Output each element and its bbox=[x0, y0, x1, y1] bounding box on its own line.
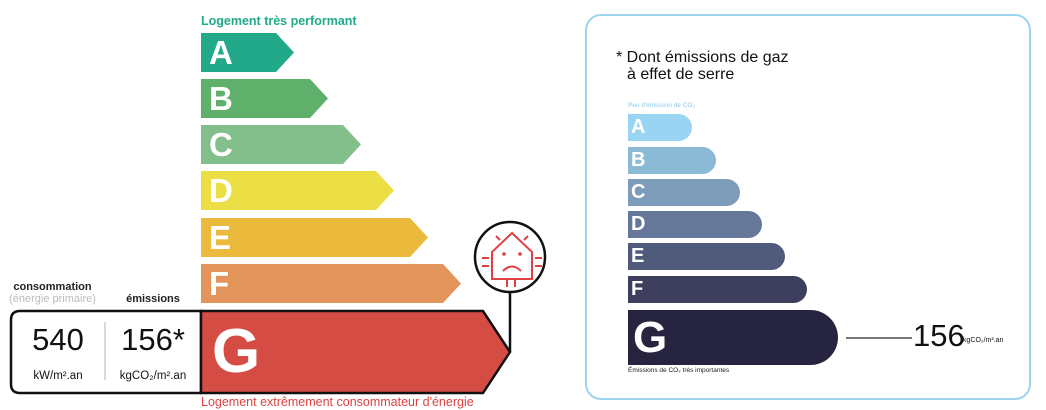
consumption-value: 540 bbox=[32, 322, 84, 357]
energy-class-g-letter: G bbox=[212, 317, 261, 386]
ges-title-line1: * Dont émissions de gaz bbox=[616, 49, 789, 66]
consumption-unit: kW/m².an bbox=[33, 370, 83, 382]
emissions-value: 156* bbox=[121, 322, 185, 357]
ges-panel bbox=[585, 14, 1031, 400]
ges-class-b: B bbox=[628, 147, 716, 174]
emissions-unit: kgCO₂/m².an bbox=[119, 370, 187, 382]
emissions-label: émissions bbox=[126, 293, 180, 305]
energy-class-c: C bbox=[201, 125, 361, 164]
energy-class-g-bar bbox=[199, 309, 512, 395]
energy-class-a: A bbox=[201, 33, 294, 72]
ges-value: 156 bbox=[913, 318, 965, 353]
consumption-sublabel: (énergie primaire) bbox=[9, 293, 96, 305]
energy-class-f: F bbox=[201, 264, 461, 303]
ges-class-f: F bbox=[628, 276, 807, 303]
energy-bottom-label: Logement extrêmement consommateur d'éner… bbox=[201, 395, 474, 409]
ges-bottom-label: Émissions de CO₂ très importantes bbox=[628, 367, 730, 374]
ges-class-e: E bbox=[628, 243, 785, 270]
ges-class-d: D bbox=[628, 211, 762, 238]
energy-class-d: D bbox=[201, 171, 394, 210]
sad-house-icon bbox=[473, 220, 547, 294]
ges-unit: kgCO₂/m².an bbox=[963, 337, 1004, 344]
ges-top-label: Peu d'émission de CO₂ bbox=[628, 102, 695, 109]
consumption-label: consommation bbox=[13, 281, 92, 293]
energy-class-b: B bbox=[201, 79, 328, 118]
energy-class-e: E bbox=[201, 218, 428, 257]
energy-top-label: Logement très performant bbox=[201, 14, 357, 28]
ges-class-g: G bbox=[628, 310, 838, 365]
ges-class-a: A bbox=[628, 114, 692, 141]
ges-title-line2: à effet de serre bbox=[627, 66, 735, 83]
ges-pointer-line bbox=[846, 337, 912, 339]
ges-class-c: C bbox=[628, 179, 740, 206]
energy-current-class-box bbox=[9, 220, 547, 395]
